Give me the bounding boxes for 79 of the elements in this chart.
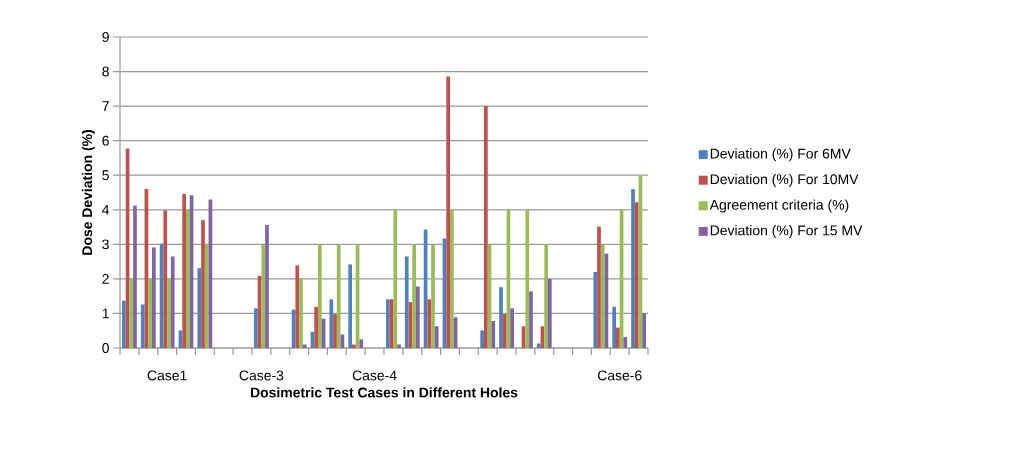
bar xyxy=(129,278,134,348)
x-axis-title: Dosimetric Test Cases in Different Holes xyxy=(250,387,518,398)
bar xyxy=(122,300,126,348)
bar xyxy=(623,336,628,348)
bar xyxy=(352,344,356,348)
y-tick-label: 7 xyxy=(102,101,109,111)
y-tick-label: 3 xyxy=(102,239,109,250)
bar xyxy=(302,344,307,348)
bar xyxy=(359,339,364,348)
bar xyxy=(502,314,507,348)
bar xyxy=(484,106,488,348)
bar xyxy=(544,244,548,348)
legend-label: Deviation (%) For 10MV xyxy=(710,173,859,187)
bar xyxy=(450,209,454,348)
bar xyxy=(386,299,390,348)
bar xyxy=(204,244,209,348)
bar xyxy=(612,306,617,348)
bar xyxy=(404,256,409,348)
bar xyxy=(140,304,145,348)
y-axis-title: Dose Deviation (%) xyxy=(81,130,95,255)
bar xyxy=(167,278,171,348)
bar xyxy=(593,271,598,348)
bar xyxy=(133,205,137,348)
bar xyxy=(491,321,496,348)
bar xyxy=(431,244,435,348)
x-tick-label: Case-6 xyxy=(597,370,642,381)
bar xyxy=(151,247,156,348)
y-tick-label: 4 xyxy=(102,204,110,215)
bar xyxy=(261,244,266,348)
y-tick-label: 9 xyxy=(102,32,109,42)
bar xyxy=(348,264,353,348)
bar xyxy=(525,209,530,348)
x-tick-label: Case1 xyxy=(147,370,187,381)
bar xyxy=(397,344,401,348)
legend-label: Agreement criteria (%) xyxy=(709,199,849,213)
bar xyxy=(333,314,337,348)
bar xyxy=(412,244,416,348)
bar xyxy=(434,326,439,348)
bar xyxy=(318,244,322,348)
bar xyxy=(529,291,533,348)
y-tick-label: 6 xyxy=(102,135,109,146)
bar xyxy=(336,244,341,348)
bar xyxy=(415,286,420,348)
bar xyxy=(186,209,190,348)
legend-label: Deviation (%) For 15 MV xyxy=(710,225,863,239)
bar xyxy=(600,244,605,348)
bar xyxy=(170,256,175,348)
bar xyxy=(536,343,541,348)
y-tick-label: 2 xyxy=(102,274,109,284)
bar xyxy=(201,220,205,348)
bar xyxy=(295,265,300,348)
legend-label: Deviation (%) For 6MV xyxy=(710,148,851,162)
bar xyxy=(634,202,639,348)
bar xyxy=(480,330,485,348)
bar xyxy=(197,268,202,348)
x-tick-label: Case-4 xyxy=(352,370,397,381)
bar xyxy=(631,189,635,348)
bar xyxy=(299,278,303,348)
y-tick-label: 5 xyxy=(102,170,109,181)
bar xyxy=(182,193,186,348)
bar xyxy=(446,76,450,348)
bar xyxy=(616,327,620,348)
bar xyxy=(510,308,514,348)
bar xyxy=(642,313,646,348)
bar xyxy=(314,306,318,348)
bar xyxy=(427,299,432,348)
bar xyxy=(393,209,398,348)
bar xyxy=(547,278,552,348)
bar xyxy=(499,287,503,348)
bar xyxy=(163,210,168,348)
bar xyxy=(148,278,152,348)
y-tick-label: 0 xyxy=(102,343,109,353)
bar xyxy=(597,226,601,348)
bar xyxy=(329,299,334,348)
bar xyxy=(265,224,269,348)
y-tick-label: 8 xyxy=(102,66,109,77)
y-tick-label: 1 xyxy=(102,308,109,319)
x-tick-label: Case-3 xyxy=(239,370,284,381)
bar xyxy=(254,308,258,348)
